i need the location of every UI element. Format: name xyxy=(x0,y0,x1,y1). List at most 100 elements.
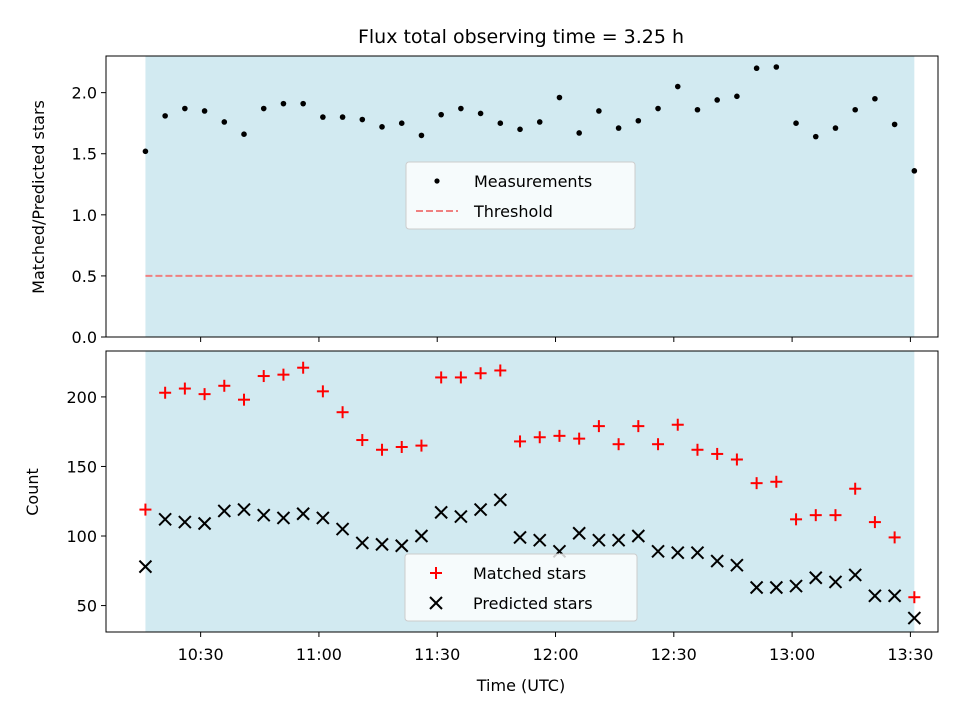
predicted-star-point xyxy=(197,516,212,531)
matched-star-point xyxy=(238,393,251,406)
ratio-panel-y-axis: 0.0 0.5 1.0 1.5 2.0 xyxy=(72,84,106,347)
predicted-star-point xyxy=(671,546,685,560)
predicted-star-point xyxy=(710,554,724,568)
measurement-point xyxy=(891,121,898,128)
x-tick-label: 11:30 xyxy=(414,645,460,664)
measurement-point xyxy=(201,108,208,114)
matched-star-point xyxy=(770,475,783,488)
predicted-star-point xyxy=(887,589,902,603)
predicted-star-point xyxy=(651,544,665,559)
ratio-panel-x-ticks xyxy=(200,337,911,342)
predicted-star-point xyxy=(493,493,508,507)
measurement-point xyxy=(398,120,405,126)
matched-star-point xyxy=(711,447,724,460)
matched-star-point xyxy=(257,370,270,383)
y-tick-label: 100 xyxy=(66,527,97,546)
predicted-star-point xyxy=(868,589,882,603)
predicted-star-point xyxy=(276,511,291,525)
measurement-point xyxy=(458,105,464,112)
measurement-point xyxy=(832,125,839,131)
measurement-point xyxy=(182,105,188,112)
measurement-point xyxy=(655,105,661,112)
matched-star-point xyxy=(198,388,211,401)
legend-measurements-marker xyxy=(434,178,440,184)
measurement-point xyxy=(221,119,228,125)
predicted-star-point xyxy=(316,511,330,525)
measurement-point xyxy=(872,95,878,102)
y-tick-label: 1.0 xyxy=(72,206,97,225)
matched-star-point xyxy=(553,429,566,442)
y-tick-label: 2.0 xyxy=(72,84,97,103)
matched-star-point xyxy=(612,438,625,451)
matched-star-point xyxy=(376,443,389,456)
matched-star-point xyxy=(218,379,231,392)
count-panel-y-label: Count xyxy=(23,468,42,516)
measurement-point xyxy=(773,64,780,70)
predicted-star-point xyxy=(611,533,626,547)
legend-matched-marker xyxy=(430,567,442,579)
matched-star-point xyxy=(336,406,349,419)
matched-star-point xyxy=(297,361,310,374)
measurement-point xyxy=(753,65,760,72)
matched-star-point xyxy=(671,418,684,431)
predicted-star-point xyxy=(454,509,468,524)
predicted-star-point xyxy=(749,580,764,595)
matched-star-point xyxy=(415,439,428,452)
matched-star-point xyxy=(533,431,546,444)
predicted-star-point xyxy=(257,508,271,522)
measurement-point xyxy=(379,124,385,130)
predicted-star-point xyxy=(178,515,192,529)
predicted-star-point xyxy=(631,529,646,543)
predicted-star-point xyxy=(533,533,547,547)
measurement-point xyxy=(359,116,366,123)
measurement-point xyxy=(260,105,267,112)
predicted-star-point xyxy=(395,539,409,553)
matched-star-point xyxy=(474,367,487,380)
measurement-point xyxy=(635,117,642,124)
matched-star-point xyxy=(178,382,191,395)
legend-predicted-marker xyxy=(429,596,443,610)
y-tick-label: 0.0 xyxy=(72,328,97,347)
measurement-point xyxy=(300,100,306,107)
predicted-star-point xyxy=(789,579,803,593)
matched-star-point xyxy=(159,386,172,399)
matched-star-point xyxy=(277,368,290,381)
x-tick-label: 11:00 xyxy=(296,645,342,664)
measurement-point xyxy=(280,100,287,107)
predicted-star-point xyxy=(907,611,922,625)
predicted-star-point xyxy=(414,529,429,543)
predicted-star-point xyxy=(809,571,823,585)
measurement-point xyxy=(142,148,149,155)
matched-star-point xyxy=(592,420,605,433)
predicted-star-point xyxy=(158,512,172,527)
matched-star-point xyxy=(514,435,527,448)
ratio-panel-marks xyxy=(142,64,918,174)
legend-matched-label: Matched stars xyxy=(473,564,586,583)
count-panel-y-axis: 50 100 150 200 xyxy=(66,388,106,616)
matched-star-point xyxy=(356,434,369,447)
predicted-star-point xyxy=(592,533,606,547)
x-tick-label: 13:00 xyxy=(769,645,815,664)
matched-star-point xyxy=(652,438,665,451)
predicted-star-point xyxy=(434,505,448,520)
x-tick-label: 12:00 xyxy=(532,645,578,664)
matched-star-point xyxy=(139,503,152,516)
predicted-star-point xyxy=(473,502,488,517)
legend-measurements-label: Measurements xyxy=(474,172,592,191)
measurement-point xyxy=(418,132,425,139)
predicted-star-point xyxy=(513,530,527,545)
predicted-star-point xyxy=(848,568,862,582)
measurement-point xyxy=(339,114,346,120)
legend-predicted-label: Predicted stars xyxy=(473,594,593,613)
matched-star-point xyxy=(888,531,901,544)
measurement-point xyxy=(576,130,582,136)
ratio-panel-frame xyxy=(105,55,939,338)
measurement-point xyxy=(162,113,168,119)
measurement-point xyxy=(596,108,602,114)
matched-star-point xyxy=(868,516,881,529)
matched-star-point xyxy=(494,364,507,377)
matched-star-point xyxy=(849,482,862,495)
measurement-point xyxy=(812,133,819,140)
predicted-star-point xyxy=(355,536,370,550)
